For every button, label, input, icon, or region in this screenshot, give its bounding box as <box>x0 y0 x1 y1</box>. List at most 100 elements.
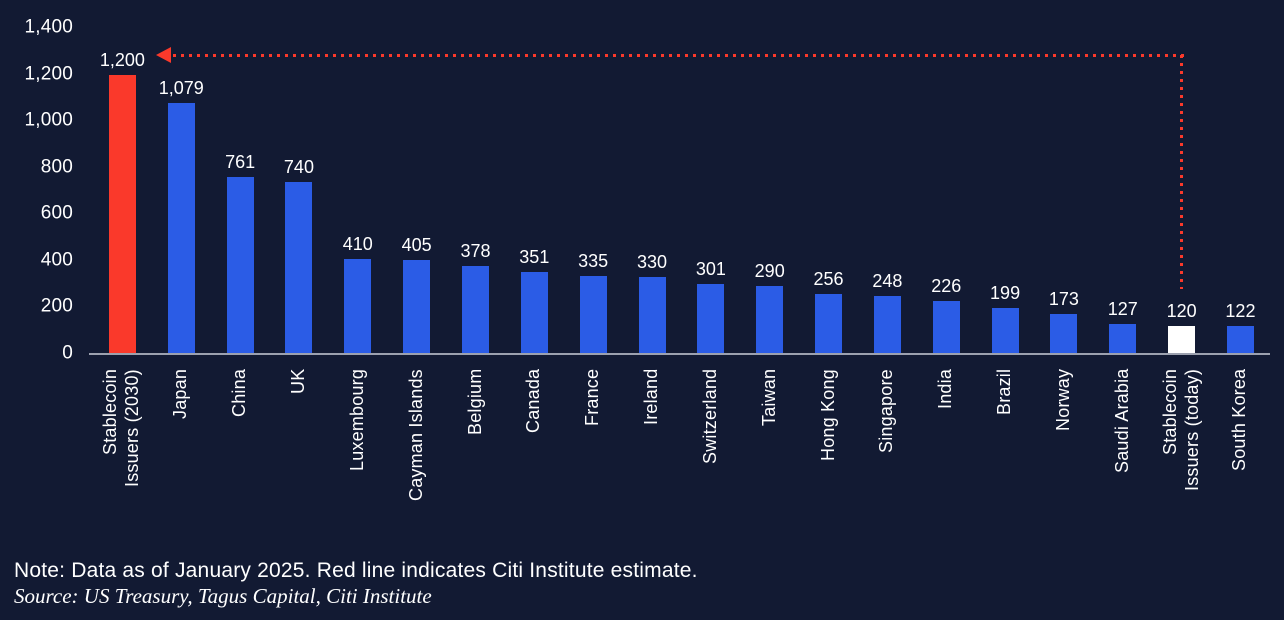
bar <box>579 276 607 354</box>
category-cell: Hong Kong <box>799 369 858 555</box>
category-label: Ireland <box>641 369 662 426</box>
bar-slot: 1,079 <box>152 28 211 354</box>
category-label: Japan <box>170 369 191 420</box>
category-cell: Belgium <box>446 369 505 555</box>
bar-value-label: 226 <box>931 276 962 297</box>
category-label: UK <box>287 369 308 395</box>
bar <box>1050 313 1078 354</box>
bar-slot: 120 <box>1152 28 1211 354</box>
bar <box>520 272 548 354</box>
bar-slot: 378 <box>446 28 505 354</box>
bar <box>697 283 725 354</box>
category-cell: Saudi Arabia <box>1093 369 1152 555</box>
category-label: Saudi Arabia <box>1111 369 1132 474</box>
bar-slot: 301 <box>681 28 740 354</box>
bar-slot: 740 <box>270 28 329 354</box>
bar-value-label: 410 <box>342 233 373 254</box>
category-label: Belgium <box>464 369 485 436</box>
category-cell: France <box>564 369 623 555</box>
x-axis-line <box>89 353 1270 355</box>
bar-slot: 330 <box>623 28 682 354</box>
estimate-arrowhead-icon <box>156 47 172 63</box>
bar-slot: 405 <box>387 28 446 354</box>
bar <box>1168 326 1196 354</box>
category-cell: China <box>211 369 270 555</box>
category-cell: Norway <box>1035 369 1094 555</box>
category-cell: Luxembourg <box>328 369 387 555</box>
category-cell: Cayman Islands <box>387 369 446 555</box>
bar <box>638 277 666 354</box>
bar-value-label: 248 <box>872 271 903 292</box>
category-label: Singapore <box>876 369 897 453</box>
category-label: China <box>229 369 250 418</box>
bar <box>108 74 136 354</box>
category-label: South Korea <box>1229 369 1250 472</box>
bar-value-label: 199 <box>990 282 1021 303</box>
bar <box>815 294 843 354</box>
bar-value-label: 740 <box>283 156 314 177</box>
category-label: Hong Kong <box>817 369 838 461</box>
category-cell: UK <box>270 369 329 555</box>
category-label: Stablecoin Issuers (2030) <box>100 369 143 487</box>
bar <box>932 301 960 354</box>
category-cell: Stablecoin Issuers (today) <box>1152 369 1211 555</box>
category-cell: Canada <box>505 369 564 555</box>
chart-note: Note: Data as of January 2025. Red line … <box>14 559 698 582</box>
bar-slot: 226 <box>917 28 976 354</box>
category-cell: Stablecoin Issuers (2030) <box>93 369 152 555</box>
y-axis-labels: 1,400 1,200 1,000 800 600 400 200 0 <box>0 17 73 364</box>
category-label: France <box>582 369 603 427</box>
y-tick-label: 1,400 <box>24 16 73 38</box>
category-label: Brazil <box>994 369 1015 416</box>
bar <box>285 181 313 354</box>
y-tick-label: 1,000 <box>24 109 73 131</box>
category-cell: Ireland <box>623 369 682 555</box>
bar-slot: 256 <box>799 28 858 354</box>
y-tick-label: 600 <box>40 202 73 224</box>
category-cell: Singapore <box>858 369 917 555</box>
bar-slot: 173 <box>1035 28 1094 354</box>
bar-slot: 122 <box>1211 28 1270 354</box>
bar-slot: 410 <box>328 28 387 354</box>
bar-value-label: 290 <box>754 261 785 282</box>
bar <box>167 102 195 354</box>
bar-value-label: 1,079 <box>158 77 204 98</box>
bar-slot: 290 <box>740 28 799 354</box>
bar-slot: 199 <box>976 28 1035 354</box>
category-label: India <box>935 369 956 410</box>
x-axis-category-labels: Stablecoin Issuers (2030) Japan China UK Lux… <box>93 369 1270 555</box>
bar-value-label: 127 <box>1107 299 1138 320</box>
plot-area: 1,200 1,079 761 740 410 405 378 351 335 330 301 290… <box>93 28 1270 354</box>
bar-value-label: 351 <box>519 247 550 268</box>
bar <box>873 296 901 354</box>
y-tick-label: 400 <box>40 249 73 271</box>
bar-slot: 248 <box>858 28 917 354</box>
category-label: Stablecoin Issuers (today) <box>1159 369 1202 492</box>
bar-slot: 127 <box>1093 28 1152 354</box>
category-cell: Japan <box>152 369 211 555</box>
bar-slot: 351 <box>505 28 564 354</box>
category-cell: Taiwan <box>740 369 799 555</box>
bar-value-label: 301 <box>695 258 726 279</box>
bar-value-label: 122 <box>1225 300 1256 321</box>
bar <box>991 307 1019 354</box>
category-label: Luxembourg <box>346 369 367 472</box>
category-label: Canada <box>523 369 544 434</box>
bar-slot: 1,200 <box>93 28 152 354</box>
bar <box>1109 324 1137 354</box>
bar-value-label: 1,200 <box>99 49 145 70</box>
bar-value-label: 405 <box>401 234 432 255</box>
bar-value-label: 330 <box>636 252 668 273</box>
estimate-dotted-line-horizontal <box>173 54 1184 57</box>
bar <box>344 258 372 354</box>
bar-value-label: 120 <box>1166 301 1197 322</box>
category-cell: South Korea <box>1211 369 1270 555</box>
bar-slot: 335 <box>564 28 623 354</box>
bar <box>461 265 489 354</box>
category-cell: Switzerland <box>681 369 740 555</box>
estimate-dotted-line-vertical <box>1180 55 1184 290</box>
bar-value-label: 335 <box>578 251 609 271</box>
y-tick-label: 1,200 <box>24 63 73 85</box>
bar-value-label: 378 <box>460 240 491 261</box>
